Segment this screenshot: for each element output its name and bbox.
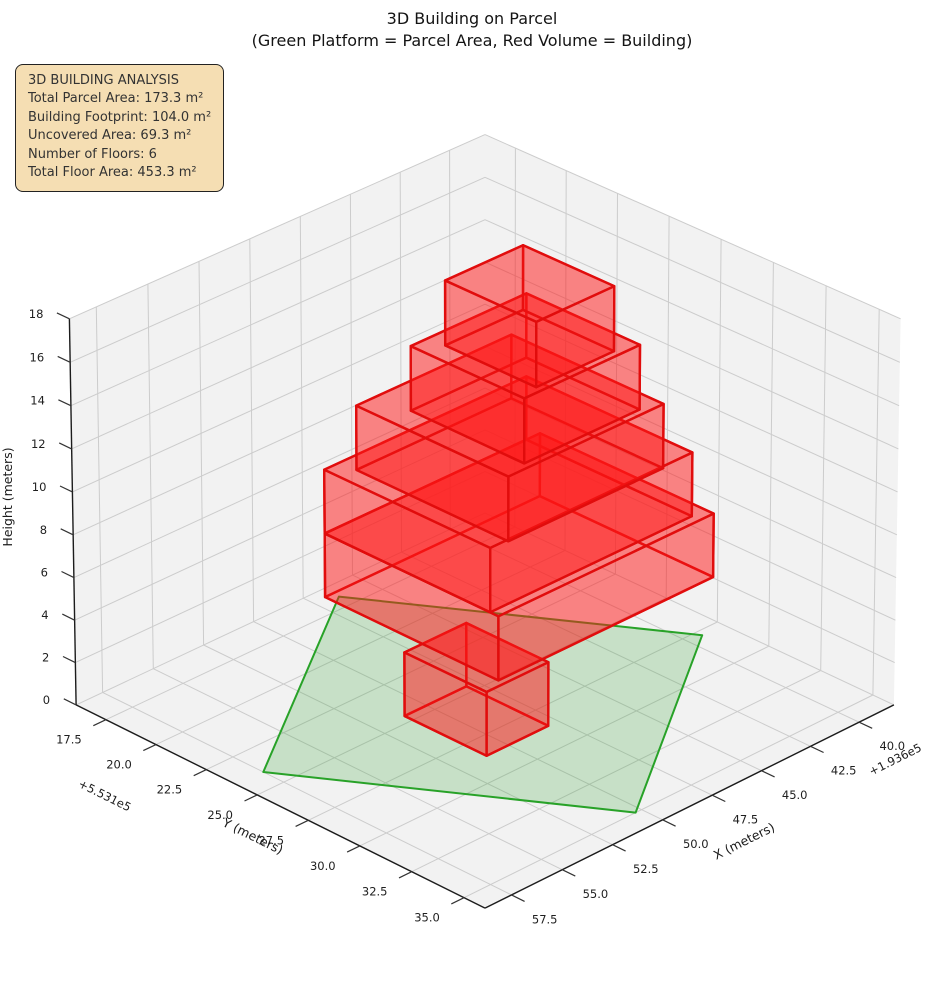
- tick-label: 30.0: [310, 859, 336, 873]
- tick-label: 18: [29, 307, 44, 321]
- info-box-line: Uncovered Area: 69.3 m²: [28, 128, 192, 144]
- tick-label: 35.0: [414, 911, 440, 925]
- info-box-lines: Total Parcel Area: 173.3 m² Building Foot…: [28, 90, 211, 182]
- tick-label: 12: [31, 437, 46, 451]
- chart-title-block: 3D Building on Parcel (Green Platform = …: [0, 8, 944, 53]
- y-axis-offset-label: +5.531e5: [76, 776, 133, 814]
- tick-label: 50.0: [683, 837, 709, 851]
- tick-label: 42.5: [831, 763, 857, 777]
- left-wall-pane: [69, 134, 486, 705]
- tick-label: 4: [41, 608, 48, 622]
- z-axis-ticklabels: 0 2 4 6 8 10 12 14 16 18: [29, 307, 50, 707]
- info-box-line: Building Footprint: 104.0 m²: [28, 109, 212, 125]
- tick-label: 17.5: [56, 733, 82, 747]
- right-wall-pane: [485, 134, 901, 705]
- axes-panes: [69, 134, 901, 909]
- floor-pane: [76, 512, 894, 909]
- svg-text:Height (meters): Height (meters): [0, 447, 15, 546]
- tick-label: 2: [42, 651, 49, 665]
- tick-label: 8: [40, 523, 47, 537]
- tick-label: 20.0: [106, 758, 132, 772]
- building-floor-6: [443, 244, 616, 389]
- tick-label: 27.5: [258, 833, 284, 847]
- y-axis-ticks: [93, 719, 465, 905]
- tick-label: 10: [32, 480, 47, 494]
- info-box-line: Number of Floors: 6: [28, 146, 157, 162]
- tick-label: 45.0: [782, 788, 808, 802]
- axis-lines: [68, 318, 895, 909]
- tick-label: 6: [41, 566, 48, 580]
- info-box-title: 3D BUILDING ANALYSIS: [28, 73, 180, 88]
- tick-label: 55.0: [583, 887, 609, 901]
- y-axis-ticklabels: 17.5 20.0 22.5 25.0 27.5 30.0 32.5 35.0: [56, 733, 440, 925]
- tick-label: 32.5: [362, 885, 388, 899]
- svg-text:+5.531e5: +5.531e5: [76, 776, 133, 814]
- chart-title: 3D Building on Parcel: [386, 9, 558, 28]
- tick-label: 0: [43, 693, 50, 707]
- tick-label: 57.5: [532, 912, 558, 926]
- tick-label: 16: [30, 350, 45, 364]
- tick-label: 52.5: [633, 862, 659, 876]
- chart-subtitle: (Green Platform = Parcel Area, Red Volum…: [251, 31, 693, 51]
- tick-label: 22.5: [157, 783, 183, 797]
- z-axis-ticks: [56, 312, 77, 706]
- z-axis-label: Height (meters): [0, 447, 15, 546]
- x-axis-ticklabels: 40.0 42.5 45.0 47.5 50.0 52.5 55.0 57.5: [532, 739, 905, 926]
- tick-label: 40.0: [879, 739, 905, 753]
- info-box-line: Total Floor Area: 453.3 m²: [28, 165, 197, 181]
- parcel-platform: [262, 595, 704, 814]
- tick-label: 25.0: [207, 808, 233, 822]
- info-box-line: Total Parcel Area: 173.3 m²: [28, 91, 204, 107]
- analysis-info-box: 3D BUILDING ANALYSIS Total Parcel Area: …: [15, 64, 225, 192]
- building-volume: [323, 244, 715, 757]
- x-axis-ticks: [511, 721, 873, 902]
- parcel-polygon: [262, 595, 704, 814]
- tick-label: 47.5: [733, 812, 759, 826]
- tick-label: 14: [30, 394, 45, 408]
- building-floor-2: [323, 432, 715, 682]
